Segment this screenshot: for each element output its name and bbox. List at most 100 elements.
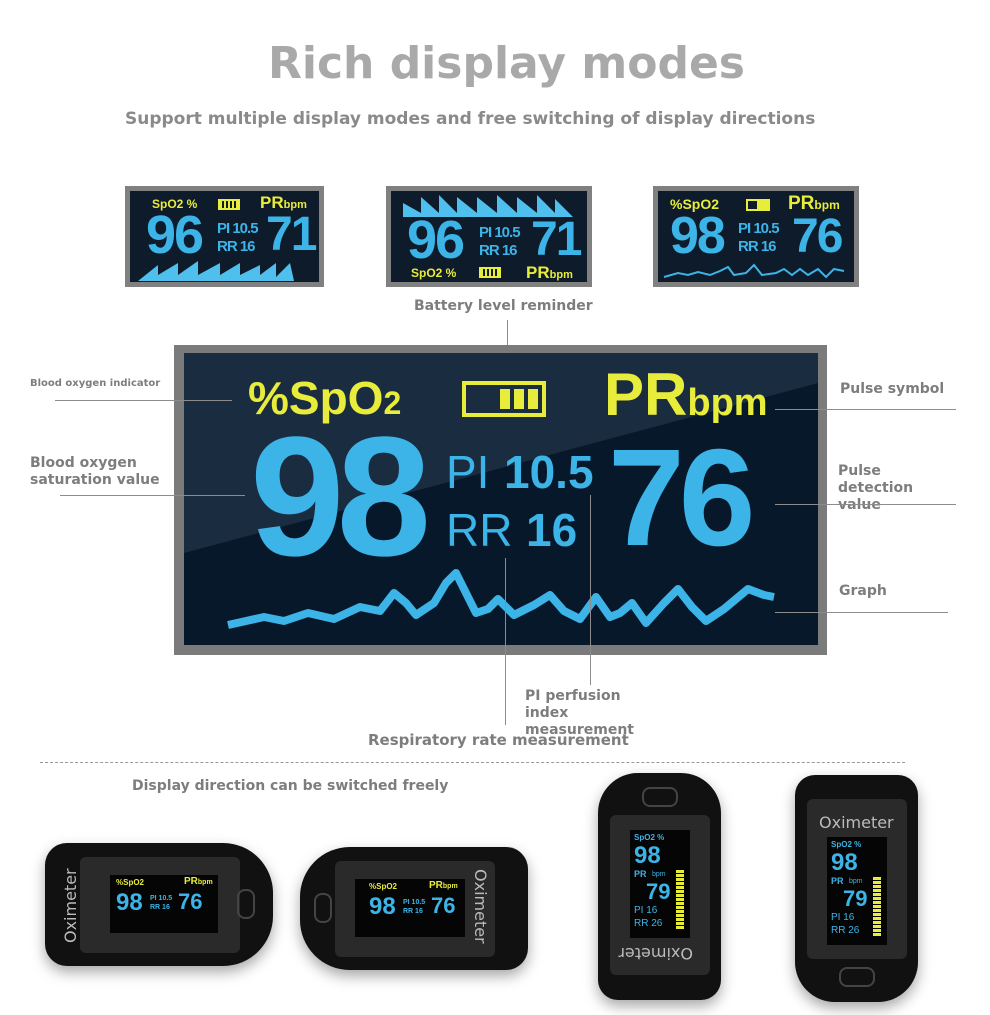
brand-label: Oximeter bbox=[61, 868, 80, 943]
spo2-label: SpO2 % bbox=[152, 197, 198, 211]
device-screen: %SpO2 PRbpm 98 PI 10.5 RR 16 76 bbox=[110, 875, 218, 933]
rr-value: 16 bbox=[526, 504, 578, 556]
bpm-text: bpm bbox=[197, 879, 213, 886]
saturation-value-annotation: Blood oxygen saturation value bbox=[30, 455, 160, 488]
power-button bbox=[237, 889, 255, 919]
rr-value: RR 26 bbox=[831, 925, 860, 936]
pr-value: 71 bbox=[266, 208, 317, 261]
oximeter-device-vertical-1: SpO2 % 98 PR bpm 79 PI 16 RR 26 Oximeter bbox=[598, 773, 721, 1000]
pi-value: PI 10.5 bbox=[738, 220, 780, 237]
pr-label: PRbpm bbox=[604, 365, 768, 425]
waveform-graph bbox=[403, 195, 573, 217]
pr-label: PRbpm bbox=[429, 881, 458, 891]
pr-text: PR bbox=[260, 193, 284, 212]
spo2-label: %SpO2 bbox=[248, 375, 401, 421]
spo2-value: 98 bbox=[369, 893, 396, 920]
battery-annotation: Battery level reminder bbox=[414, 298, 593, 314]
bpm-text: bpm bbox=[814, 198, 840, 212]
rr-value: RR 26 bbox=[634, 918, 663, 929]
spo2-value: 98 bbox=[116, 889, 143, 916]
display-mode-2: 96 PI 10.5 RR 16 71 SpO2 % PRbpm bbox=[386, 186, 592, 287]
pi-annotation: PI perfusion index measurement bbox=[525, 688, 634, 738]
pr-label: PRbpm bbox=[260, 194, 307, 211]
oximeter-device-horizontal-1: Oximeter %SpO2 PRbpm 98 PI 10.5 RR 16 76 bbox=[45, 843, 273, 966]
pi-value: 10.5 bbox=[504, 446, 594, 498]
spo2-value: 98 bbox=[634, 842, 661, 869]
spo2-subscript: 2 bbox=[383, 385, 402, 421]
pr-text: PR bbox=[526, 263, 550, 282]
device-screen: SpO2 % 98 PR bpm 79 PI 16 RR 26 bbox=[827, 837, 887, 945]
pi-label: PI bbox=[446, 446, 490, 498]
pulse-value-annotation: Pulse detection value bbox=[838, 463, 914, 513]
display-mode-3: %SpO2 PRbpm 98 PI 10.5 RR 16 76 bbox=[653, 186, 859, 287]
leader-line bbox=[55, 400, 232, 401]
spo2-label: %SpO2 bbox=[116, 878, 145, 887]
pi-value: PI 10.5 bbox=[479, 224, 521, 241]
bpm-text: bpm bbox=[549, 269, 573, 281]
spo2-text: %SpO bbox=[248, 372, 384, 424]
pr-value: 79 bbox=[843, 886, 868, 911]
waveform-graph bbox=[138, 261, 294, 281]
brand-label: Oximeter bbox=[819, 813, 894, 832]
bpm-text: bpm bbox=[283, 199, 307, 211]
spo2-value: 96 bbox=[407, 210, 465, 270]
pr-value: 76 bbox=[431, 893, 456, 918]
spo2-value: 96 bbox=[146, 205, 204, 265]
pr-text: PR bbox=[604, 361, 688, 428]
pr-label: PR bbox=[831, 876, 844, 886]
device-screen: SpO2 % 98 PR bpm 79 PI 16 RR 26 bbox=[630, 830, 690, 938]
power-button bbox=[642, 787, 678, 807]
pr-value: 71 bbox=[531, 213, 582, 266]
leader-line bbox=[590, 495, 591, 685]
rr-value: RR 16 bbox=[150, 904, 170, 911]
graph-annotation: Graph bbox=[839, 583, 887, 599]
spo2-value: 98 bbox=[670, 207, 726, 265]
pr-label: PR bbox=[634, 869, 647, 879]
brand-label: Oximeter bbox=[618, 944, 693, 963]
battery-icon bbox=[479, 267, 501, 278]
spo2-label: SpO2 % bbox=[634, 833, 665, 842]
spo2-value: 98 bbox=[831, 849, 858, 876]
pi-value: PI 16 bbox=[634, 905, 658, 916]
rr-value: RR 16 bbox=[479, 242, 518, 259]
rr-annotation: Respiratory rate measurement bbox=[368, 731, 629, 749]
bpm-text: bpm bbox=[687, 382, 768, 424]
pr-label: PRbpm bbox=[526, 264, 573, 281]
battery-icon bbox=[218, 199, 240, 210]
spo2-label: SpO2 % bbox=[831, 840, 862, 849]
bpm-text: bpm bbox=[442, 883, 458, 890]
pi-value: PI 10.5 bbox=[403, 899, 426, 906]
power-button bbox=[314, 893, 332, 923]
leader-line bbox=[775, 504, 956, 505]
rr-label: RR bbox=[446, 504, 513, 556]
pulse-waveform bbox=[227, 569, 775, 629]
page-title: Rich display modes bbox=[268, 38, 745, 89]
spo2-label: SpO2 % bbox=[411, 266, 457, 280]
pulse-bar-graph bbox=[676, 870, 684, 930]
pr-text: PR bbox=[429, 880, 443, 891]
pulse-waveform bbox=[663, 263, 845, 279]
oximeter-device-horizontal-2: Oximeter %SpO2 PRbpm 98 PI 10.5 RR 16 76 bbox=[300, 847, 528, 970]
pr-value: 76 bbox=[178, 889, 203, 914]
leader-line bbox=[60, 495, 245, 496]
device-screen: %SpO2 PRbpm 98 PI 10.5 RR 16 76 bbox=[355, 879, 465, 937]
bpm-label: bpm bbox=[652, 871, 666, 878]
pr-text: PR bbox=[184, 876, 198, 887]
screen-highlight bbox=[184, 353, 818, 553]
pr-value: 76 bbox=[792, 210, 843, 263]
blood-oxygen-indicator-annotation: Blood oxygen indicator bbox=[30, 378, 161, 389]
pr-value: 79 bbox=[646, 879, 671, 904]
rr-value: RR 16 bbox=[217, 238, 256, 255]
display-direction-caption: Display direction can be switched freely bbox=[132, 778, 449, 794]
battery-icon bbox=[746, 199, 770, 211]
pr-value: 76 bbox=[608, 421, 755, 575]
pi-value: PI 10.5 bbox=[217, 220, 259, 237]
spo2-label: %SpO2 bbox=[670, 196, 720, 212]
oximeter-device-vertical-2: Oximeter SpO2 % 98 PR bpm 79 PI 16 RR 26 bbox=[795, 775, 918, 1002]
main-display: %SpO2 PRbpm 98 PI 10.5 RR 16 76 bbox=[174, 345, 827, 655]
brand-label: Oximeter bbox=[471, 869, 490, 944]
divider bbox=[40, 762, 905, 763]
rr-value: RR 16 bbox=[738, 238, 777, 255]
bpm-label: bpm bbox=[849, 878, 863, 885]
page-subtitle: Support multiple display modes and free … bbox=[125, 109, 816, 129]
